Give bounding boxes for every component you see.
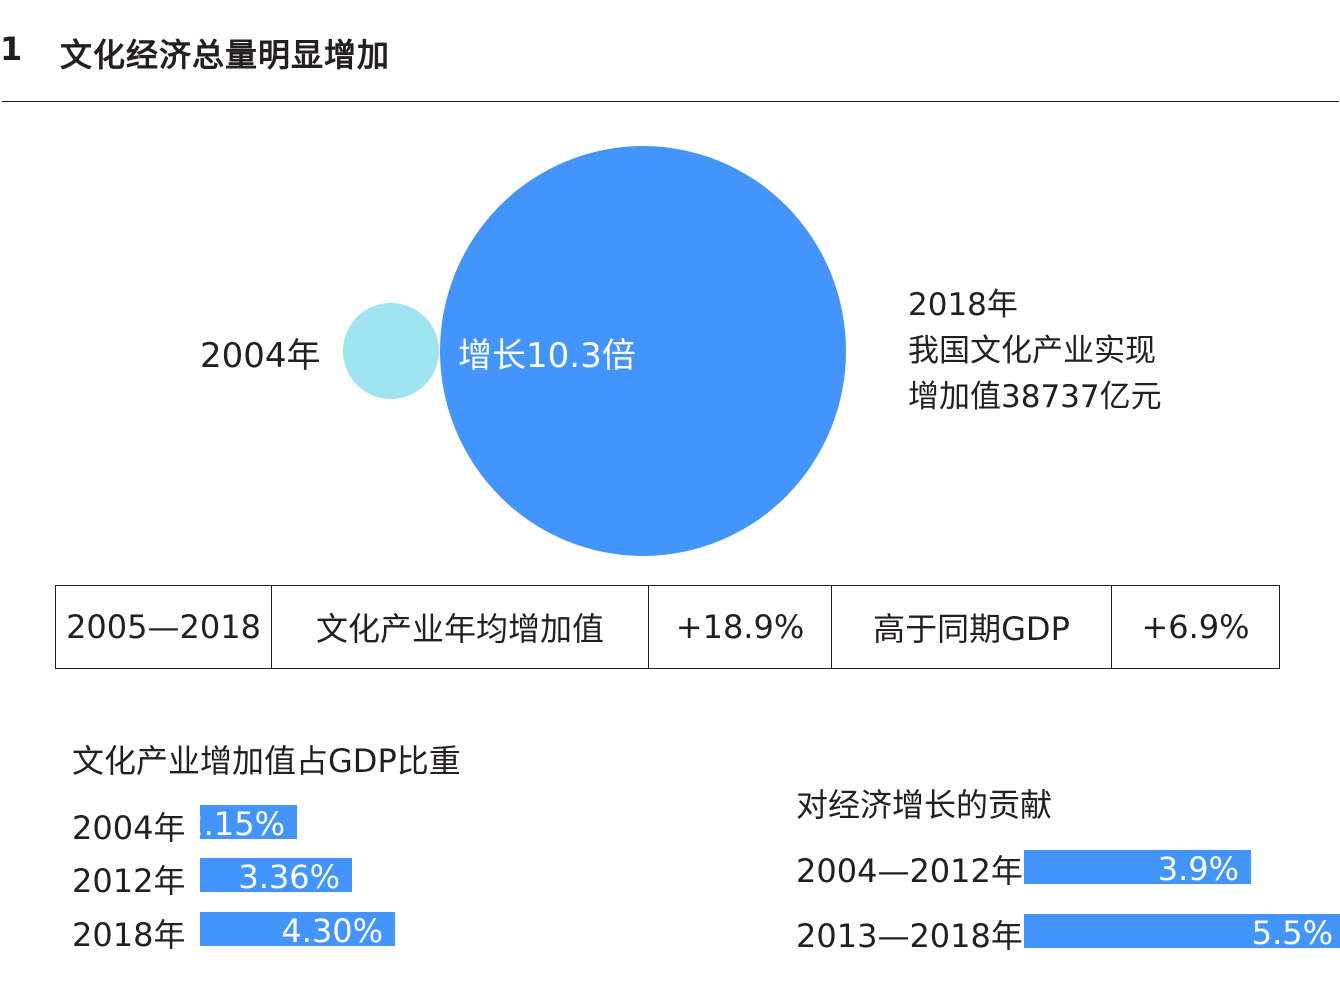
gdp-share-bar: 3.36% <box>200 858 352 896</box>
growth-contribution-category-label: 2013—2018年 <box>796 917 1023 955</box>
stats-growth-rate: +18.9% <box>648 585 832 669</box>
gdp-share-value-label: 2.15% <box>183 805 285 843</box>
description-line-3: 增加值38737亿元 <box>908 379 1162 415</box>
growth-contribution-bar: 5.5% <box>1024 914 1340 952</box>
gdp-share-category-label: 2018年 <box>72 916 186 954</box>
growth-label: 增长10.3倍 <box>458 336 636 376</box>
gdp-share-category-label: 2004年 <box>72 809 186 847</box>
title-divider <box>2 101 1339 102</box>
stats-difference: +6.9% <box>1111 585 1280 669</box>
section-number: 1 <box>0 30 23 68</box>
growth-contribution-category-label: 2004—2012年 <box>796 852 1023 890</box>
gdp-share-category-label: 2012年 <box>72 862 186 900</box>
section-title: 文化经济总量明显增加 <box>60 36 391 74</box>
bubble-2018 <box>440 146 846 556</box>
description-line-2: 我国文化产业实现 <box>908 333 1156 369</box>
stats-row: 2005—2018 文化产业年均增加值 +18.9% 高于同期GDP +6.9% <box>55 585 1280 669</box>
description-line-1: 2018年 <box>908 287 1018 323</box>
growth-contribution-bar: 3.9% <box>1024 850 1251 888</box>
growth-contribution-value-label: 3.9% <box>1157 850 1239 888</box>
growth-contribution-chart-title: 对经济增长的贡献 <box>796 786 1053 824</box>
bubble-2004 <box>343 303 439 399</box>
bubble-2004-label: 2004年 <box>200 336 321 376</box>
gdp-share-value-label: 3.36% <box>238 858 340 896</box>
stats-period: 2005—2018 <box>55 585 272 669</box>
gdp-share-bar: 4.30% <box>200 912 395 950</box>
stats-metric: 文化产业年均增加值 <box>271 585 649 669</box>
gdp-share-bar: 2.15% <box>183 805 297 843</box>
gdp-share-chart-title: 文化产业增加值占GDP比重 <box>72 742 461 780</box>
gdp-share-value-label: 4.30% <box>281 912 383 950</box>
growth-contribution-value-label: 5.5% <box>1251 914 1333 952</box>
stats-table: 2005—2018 文化产业年均增加值 +18.9% 高于同期GDP +6.9% <box>55 585 1280 669</box>
stats-comparison: 高于同期GDP <box>831 585 1112 669</box>
